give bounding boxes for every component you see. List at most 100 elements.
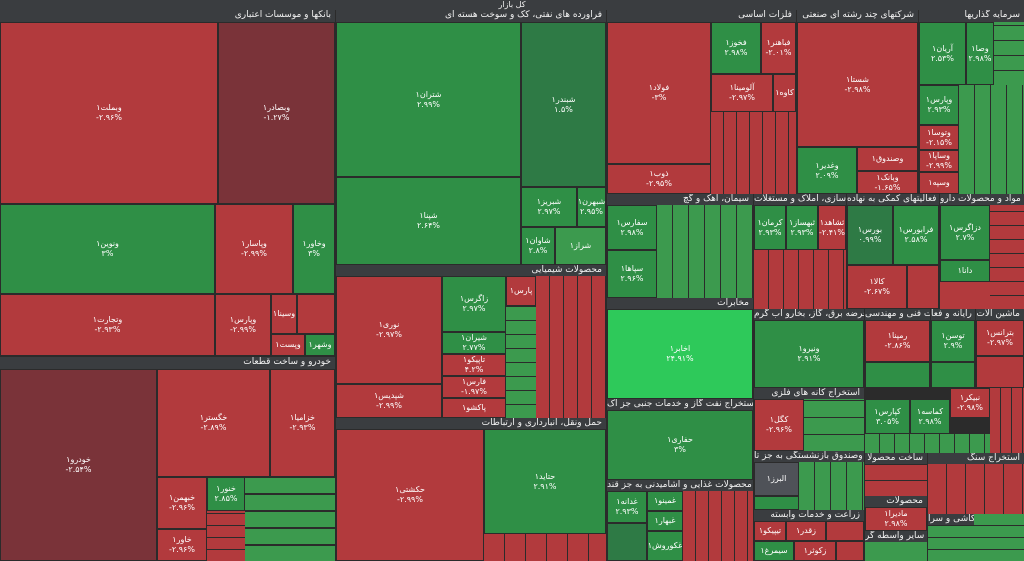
tile-shmed[interactable]: شپدیس۱ -۲.۹۹%: [336, 384, 442, 418]
tile-vpasar[interactable]: وپاسار۱ -۲.۹۹%: [215, 204, 293, 294]
tile-khodro[interactable]: خودرو۱ -۲.۵۴%: [0, 369, 157, 561]
sector-header-metal-mining[interactable]: استخراج کانه های فلزی: [754, 388, 864, 399]
sector-header-products[interactable]: محصولات: [865, 496, 927, 507]
tile-shpna[interactable]: شپنا۱ ۲.۶۴%: [336, 177, 521, 265]
tile-vbank[interactable]: وبانک۱ -۱.۶۵%: [857, 171, 918, 194]
auto-small-tiles-2[interactable]: [245, 477, 335, 561]
tile-khcharkh[interactable]: خنور۱ ۲.۸۵%: [207, 477, 245, 511]
tile-vghadir[interactable]: وغدیر۱ ۲.۰۹%: [797, 147, 857, 194]
sector-header-investment[interactable]: سرمایه گذاریها: [919, 10, 1024, 22]
tile-pakshoo[interactable]: پاکشو۱: [442, 398, 506, 418]
sector-header-other-mining[interactable]: سایر واسطه گر: [865, 531, 927, 542]
tile-vsapa[interactable]: وساپا۱ -۲.۹۹%: [919, 150, 959, 172]
etf-small-tiles[interactable]: [799, 462, 864, 510]
mass-small-tiles[interactable]: [754, 250, 846, 309]
tile-aluminia[interactable]: آلومینا۱ -۲.۹۷%: [711, 74, 773, 112]
tile-kpars[interactable]: کپارس۱ ۳.۰۵%: [865, 399, 910, 434]
tile-agri-small[interactable]: [826, 521, 864, 541]
misc-small-tiles-2[interactable]: [865, 434, 990, 453]
tile-boors[interactable]: بورس۱ ۰.۹۹%: [847, 205, 893, 265]
sector-header-machines[interactable]: ماشین آلات: [976, 309, 1024, 320]
tile-vpost-small[interactable]: [297, 294, 335, 334]
other-mining-tiles[interactable]: [865, 542, 927, 561]
metal-mining-small-tiles[interactable]: [804, 399, 864, 451]
tile-shbahran[interactable]: شبهرن۱ ۲.۹۵%: [577, 187, 606, 227]
tile-spaha[interactable]: سپاها۱ ۲.۹۶%: [607, 250, 657, 298]
small2-tiles[interactable]: [928, 464, 1024, 514]
tile-vsa[interactable]: وصا۱ ۲.۹۸%: [966, 22, 994, 85]
sector-header-cement[interactable]: سیمان، آهک و گچ: [607, 194, 753, 205]
tile-vpost[interactable]: وپست۱: [271, 334, 305, 356]
sector-header-tile[interactable]: کاشی و سرا: [928, 514, 974, 525]
tile-kabir[interactable]: نبیکر۱ -۲.۹۸%: [950, 388, 990, 418]
tile-khgostar[interactable]: خگستر۱ -۲.۸۹%: [157, 369, 270, 477]
tile-khbahman[interactable]: خبهمن۱ -۲.۹۶%: [157, 477, 207, 529]
tile-etf-small[interactable]: [754, 496, 799, 510]
tile-comp-small[interactable]: [931, 362, 975, 388]
tile-kerman[interactable]: کرمان۱ ۲.۹۳%: [754, 205, 786, 250]
tile-kgol[interactable]: کگل۱ -۲.۹۶%: [754, 399, 804, 451]
tile-vsapa2[interactable]: وسپه۱: [919, 172, 959, 194]
small1-tiles[interactable]: [865, 464, 927, 496]
transport-small-tiles[interactable]: [484, 534, 606, 561]
tile-kala[interactable]: کالا۱ -۲.۶۷%: [847, 265, 907, 309]
tile-vparsh[interactable]: وپارس۱ ۲.۹۳%: [919, 85, 959, 125]
sector-header-food[interactable]: محصولات غذایی و آشامیدنی به جز قند: [607, 480, 753, 491]
tile-vtejarat[interactable]: وتجارت۱ -۲.۹۳%: [0, 294, 215, 356]
sector-header-oil-extract[interactable]: استخراج نفت گاز و خدمات جنبی جز اک: [607, 399, 753, 410]
sector-header-metals[interactable]: فلزات اساسی: [607, 10, 796, 22]
sector-header-engineering[interactable]: خدمات فنی و مهندسی: [865, 309, 930, 320]
tile-vparis[interactable]: وپارس۱ -۲.۹۹%: [215, 294, 271, 356]
sector-header-agri[interactable]: زراعت و خدمات وابسته: [754, 510, 864, 521]
tile-noori[interactable]: نوری۱ -۲.۹۷%: [336, 276, 442, 384]
tile-shasta[interactable]: شستا۱ -۲.۹۸%: [797, 22, 918, 147]
tile-ghmina[interactable]: غمینو۱: [647, 491, 683, 511]
sector-header-mass[interactable]: انبوه سازی، املاک و مستغلات: [754, 194, 846, 205]
tile-pars[interactable]: پارس۱: [506, 276, 536, 306]
sector-header-refinery[interactable]: فراورده های نفتی، کک و سوخت هسته ای: [336, 10, 606, 22]
tile-fmahan[interactable]: فباهنر۱ -۲.۰۱%: [761, 22, 796, 74]
tile-hatid[interactable]: حتاید۱ ۲.۹۱%: [484, 429, 606, 534]
tile-kmasa[interactable]: کماسه۱ ۲.۹۸%: [910, 399, 950, 434]
tile-rmapna[interactable]: رمپنا۱ -۲.۸۶%: [865, 320, 930, 362]
tile-ghbahar[interactable]: غبهار۱: [647, 511, 683, 531]
tile-khavar[interactable]: خاور۱ -۲.۹۶%: [157, 529, 207, 561]
tile-sakht[interactable]: غکوروش۱: [647, 531, 683, 561]
tile-vniru[interactable]: ونیرو۱ ۲.۹۱%: [754, 320, 864, 388]
investment-small-tiles-2[interactable]: [959, 85, 1024, 194]
tile-khzamia[interactable]: خزامیا۱ -۲.۹۳%: [270, 369, 335, 477]
tile-foolad[interactable]: فولاد۱ -۳%: [607, 22, 711, 164]
misc-small-tiles[interactable]: [990, 388, 1024, 453]
tile-tosan[interactable]: توسن۱ ۲.۹%: [931, 320, 975, 362]
metals-small-tiles[interactable]: [711, 112, 796, 194]
sector-header-transport[interactable]: حمل ونقل، انبارداری و ارتباطات: [336, 418, 606, 429]
sector-header-etf[interactable]: بیمه وصندوق بازنشستگی به جز تا: [754, 451, 864, 462]
tile-zob[interactable]: ذوب۱ -۲.۹۵%: [607, 164, 711, 194]
tile-sector-tiles[interactable]: [928, 525, 974, 561]
tile-faras[interactable]: فارس۱ -۱.۹۷%: [442, 376, 506, 398]
cement-small-tiles[interactable]: [657, 205, 753, 298]
tile-dana[interactable]: دانا۱: [940, 260, 990, 282]
tile-vsina[interactable]: وسینا۱: [271, 294, 297, 334]
tile-hafari[interactable]: حفاری۱ ۳%: [607, 410, 753, 480]
tile-tahshaha[interactable]: ثشاهد۱ -۲.۴۱%: [818, 205, 846, 250]
chemical-small-tiles-2[interactable]: [506, 306, 536, 418]
tile-vtosa[interactable]: وتوسا۱ -۲.۱۵%: [919, 125, 959, 150]
tile-vsandoogh[interactable]: وصندوق۱: [857, 147, 918, 171]
misc-tiles-3[interactable]: [974, 514, 1024, 561]
tile-tapiko[interactable]: تاپیکو۱ ۴.۲%: [442, 354, 506, 376]
tile-arian[interactable]: آریان۱ ۲.۵۳%: [919, 22, 966, 85]
sector-header-small1[interactable]: ساخت محصولا: [865, 453, 927, 464]
investment-small-tiles[interactable]: [994, 22, 1024, 85]
pharma-small-tiles[interactable]: [990, 205, 1024, 309]
sector-header-auto[interactable]: خودرو و ساخت قطعات: [0, 357, 335, 369]
tile-vbsadr[interactable]: وبصادر۱ -۱.۲۷%: [218, 22, 335, 204]
tile-hkeshti[interactable]: حکشتی۱ -۲.۹۹%: [336, 429, 484, 561]
tile-mach-small[interactable]: [976, 356, 1024, 388]
tile-madira[interactable]: مادیرا۱ ۲.۹۸%: [865, 507, 927, 531]
tile-shbandar[interactable]: شبندر۱ ۱.۵%: [521, 22, 606, 187]
tile-ptarlis[interactable]: بترانس۱ -۲.۹۷%: [976, 320, 1024, 356]
pharma-small-tiles-2[interactable]: [940, 282, 990, 309]
tile-shiran[interactable]: شیران۱ ۲.۷۷%: [442, 332, 506, 354]
tile-ghpars[interactable]: غدانه۱ ۲.۹۳%: [607, 491, 647, 523]
